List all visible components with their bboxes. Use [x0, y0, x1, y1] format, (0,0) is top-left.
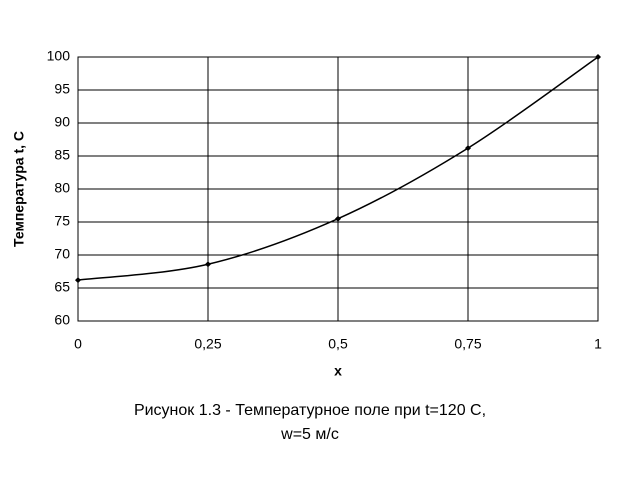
x-tick-label: 0,25	[194, 336, 221, 352]
y-tick-label: 70	[54, 246, 70, 262]
x-tick-label: 0	[74, 336, 82, 352]
marker	[465, 145, 471, 152]
y-tick-label: 60	[54, 312, 70, 328]
y-tick-label: 90	[54, 114, 70, 130]
caption: Рисунок 1.3 - Температурное поле при t=1…	[134, 402, 486, 419]
y-tick-label: 100	[47, 48, 71, 64]
marker	[335, 215, 341, 222]
x-tick-label: 0,5	[328, 336, 348, 352]
plot-border	[77, 56, 599, 322]
caption: w=5 м/с	[280, 426, 339, 443]
y-tick-label: 95	[54, 81, 70, 97]
y-tick-label: 85	[54, 147, 70, 163]
x-tick-label: 0,75	[454, 336, 481, 352]
y-axis-label: Температура t, С	[11, 131, 27, 247]
marker	[205, 261, 211, 268]
y-tick-label: 75	[54, 213, 70, 229]
marker	[595, 54, 601, 60]
y-tick-label: 65	[54, 279, 70, 295]
y-tick-label: 80	[54, 180, 70, 196]
x-axis-label: x	[334, 363, 342, 379]
x-tick-label: 1	[594, 336, 602, 352]
marker	[75, 277, 81, 284]
